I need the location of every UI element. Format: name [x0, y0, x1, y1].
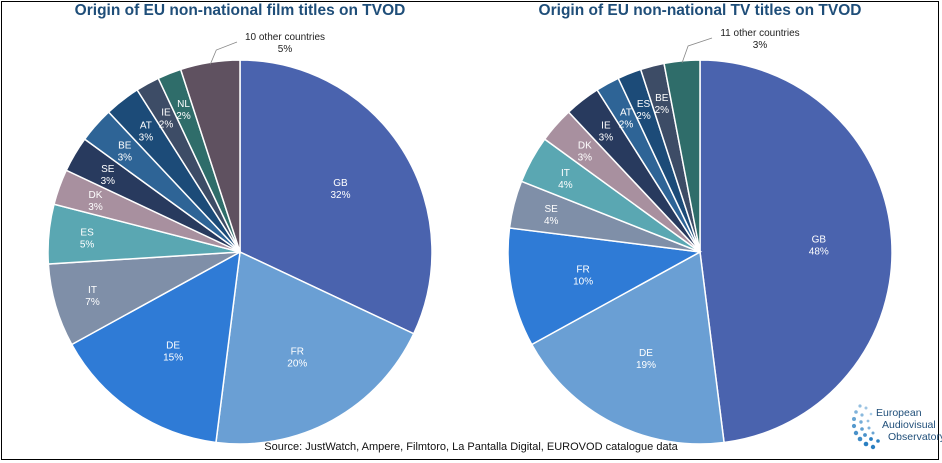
film-value-de: 15% [163, 353, 183, 364]
film-label-at: AT [140, 121, 152, 132]
tv-label-ie: IE [601, 121, 611, 132]
tv-value-es: 2% [636, 111, 651, 122]
tv-value-it: 4% [558, 180, 573, 191]
film-label-10-other-countries: 10 other countries [245, 32, 325, 43]
tv-value-gb: 48% [809, 247, 829, 258]
logo-line-3: Observatory [888, 431, 942, 443]
tv-value-dk: 3% [578, 152, 593, 163]
film-value-be: 3% [118, 152, 133, 163]
tv-chart-title: Origin of EU non-national TV titles on T… [538, 2, 862, 19]
film-value-nl: 2% [176, 111, 191, 122]
film-slice-gb [239, 59, 433, 335]
film-label-dk: DK [89, 190, 103, 201]
film-value-dk: 3% [88, 202, 103, 213]
tv-label-be: BE [655, 93, 669, 104]
tv-label-dk: DK [578, 140, 592, 151]
film-pie-chart: GB32%FR20%DE15%IT7%ES5%DK3%SE3%BE3%AT3%I… [47, 32, 433, 445]
tv-label-se: SE [545, 204, 559, 215]
film-label-fr: FR [291, 346, 304, 357]
film-label-es: ES [80, 228, 94, 239]
film-value-ie: 2% [159, 119, 174, 130]
tv-slice-gb [699, 59, 893, 444]
film-slice-de [70, 250, 241, 444]
film-chart-title: Origin of EU non-national film titles on… [74, 2, 406, 19]
observatory-logo-text: European Audiovisual Observatory [876, 407, 942, 443]
film-label-gb: GB [333, 178, 348, 189]
tv-label-at: AT [620, 107, 632, 118]
film-label-se: SE [101, 164, 115, 175]
tv-slice-11-other-countries [663, 59, 701, 253]
tv-value-ie: 3% [599, 133, 614, 144]
tv-label-es: ES [637, 99, 651, 110]
tv-label-de: DE [639, 348, 653, 359]
film-value-se: 3% [101, 176, 116, 187]
tv-value-at: 2% [619, 119, 634, 130]
tv-value-be: 2% [655, 105, 670, 116]
source-note: Source: JustWatch, Ampere, Filmtoro, La … [264, 441, 678, 453]
film-value-it: 7% [85, 297, 100, 308]
tv-label-fr: FR [576, 264, 589, 275]
film-value-10-other-countries: 5% [278, 44, 293, 55]
film-value-fr: 20% [287, 358, 307, 369]
tv-leader-line [681, 37, 713, 63]
film-label-ie: IE [161, 107, 171, 118]
tv-label-gb: GB [812, 235, 827, 246]
tv-label-11-other-countries: 11 other countries [720, 28, 799, 39]
film-label-de: DE [166, 341, 180, 352]
film-value-at: 3% [139, 133, 154, 144]
film-value-es: 5% [80, 240, 95, 251]
film-slice-fr [215, 250, 415, 445]
film-label-it: IT [88, 285, 97, 296]
observatory-swirl-icon [851, 404, 880, 450]
tv-label-it: IT [561, 168, 570, 179]
logo-line-1: European [876, 407, 922, 419]
tv-value-fr: 10% [573, 276, 593, 287]
tv-value-11-other-countries: 3% [753, 40, 768, 51]
film-slice-10-other-countries [179, 59, 241, 253]
film-leader-line [209, 41, 238, 65]
tv-slice-de [530, 250, 725, 445]
tv-slice-fr [507, 227, 703, 346]
film-value-gb: 32% [330, 190, 350, 201]
tv-value-se: 4% [544, 216, 559, 227]
tv-pie-chart: GB48%DE19%FR10%SE4%IT4%DK3%IE3%AT2%ES2%B… [507, 28, 893, 445]
film-label-nl: NL [177, 99, 190, 110]
tv-value-de: 19% [636, 360, 656, 371]
logo-line-2: Audiovisual [882, 419, 936, 431]
film-label-be: BE [118, 140, 132, 151]
